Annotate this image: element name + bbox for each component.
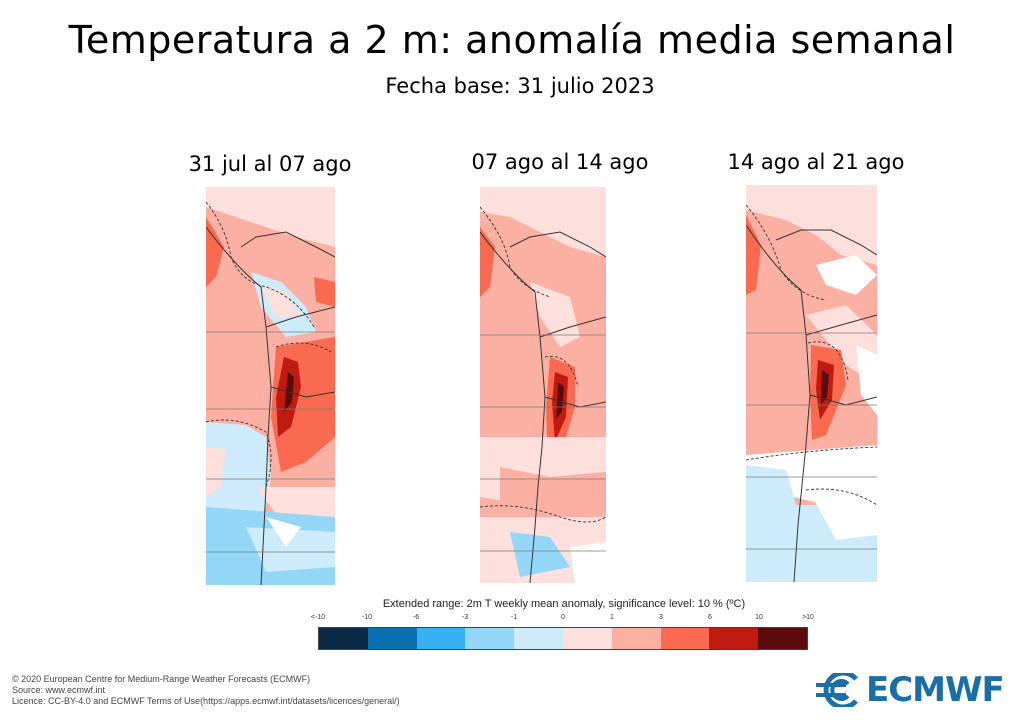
colorbar-caption: Extended range: 2m T weekly mean anomaly… [382,598,746,610]
base-date-subtitle: Fecha base: 31 julio 2023 [385,74,655,98]
colorbar-tick-label: -6 [412,614,420,621]
colorbar-tick-label: -10 [361,614,373,621]
colorbar-tick-label: 0 [561,614,565,621]
map-panel-week-1 [206,187,335,585]
panel-title-week-2: 07 ago al 14 ago [471,150,649,174]
map-panel-week-3 [746,185,877,582]
colorbar-tick-label: <-10 [310,614,326,621]
ecmwf-logo-text: ECMWF [866,670,1005,710]
colorbar [318,627,808,650]
map-panel-week-2 [480,187,606,583]
colorbar-tick-label: 1 [610,614,614,621]
colorbar-tick-label: 3 [659,614,663,621]
colorbar-tick-label: 6 [708,614,712,621]
panel-title-week-1: 31 jul al 07 ago [188,152,352,176]
colorbar-swatch-0 [319,628,368,649]
colorbar-swatch-8 [709,628,759,649]
colorbar-swatch-3 [465,628,515,649]
colorbar-swatch-1 [367,628,417,649]
footer-credits: © 2020 European Centre for Medium-Range … [12,674,400,707]
colorbar-swatch-4 [514,628,563,649]
colorbar-tick-label: -3 [461,614,469,621]
colorbar-tick-label: 10 [755,614,763,621]
colorbar-tick-labels: <-10 -10 -6 -3 -1 0 1 3 6 10 >10 [311,614,814,626]
colorbar-swatch-5 [562,628,612,649]
colorbar-tick-label: -1 [510,614,518,621]
footer-source: Source: www.ecmwf.int [12,685,106,695]
footer-copyright: © 2020 European Centre for Medium-Range … [12,674,311,684]
colorbar-swatch-2 [416,628,466,649]
colorbar-swatch-6 [611,628,661,649]
chart-title: Temperatura a 2 m: anomalía media semana… [68,18,956,62]
panel-title-week-3: 14 ago al 21 ago [727,150,905,174]
colorbar-swatch-7 [660,628,710,649]
ecmwf-logo: ECMWF [812,670,1012,710]
colorbar-swatch-9 [758,628,807,649]
ecmwf-logo-icon [816,673,858,707]
footer-licence: Licence: CC-BY-4.0 and ECMWF Terms of Us… [12,696,400,706]
colorbar-tick-label: >10 [802,614,814,621]
